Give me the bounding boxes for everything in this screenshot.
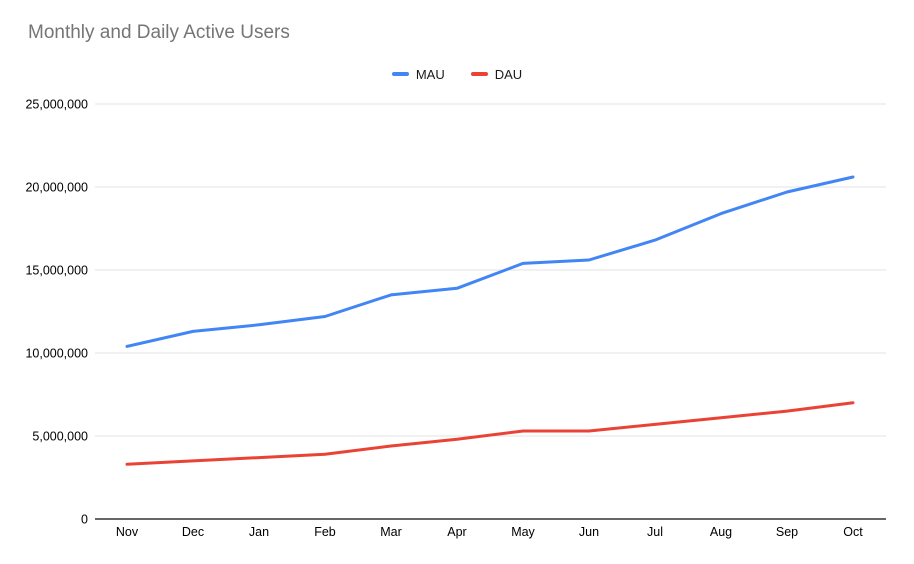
mau-series-line[interactable]: [125, 175, 855, 348]
legend: MAU DAU: [0, 65, 914, 83]
y-axis-tick-label: 0: [81, 513, 88, 527]
y-axis-tick-label: 10,000,000: [25, 347, 88, 361]
y-axis-tick-label: 5,000,000: [32, 430, 88, 444]
legend-item-dau[interactable]: DAU: [470, 66, 523, 82]
legend-label: DAU: [494, 66, 523, 82]
x-axis-tick-label: Dec: [182, 525, 204, 539]
x-axis-tick-label: May: [511, 525, 535, 539]
dau-series-line[interactable]: [125, 401, 855, 466]
chart-title: Monthly and Daily Active Users: [28, 22, 290, 43]
x-axis-tick-label: Oct: [843, 525, 863, 539]
y-axis-tick-label: 20,000,000: [25, 181, 88, 195]
x-axis-tick-label: Jun: [579, 525, 599, 539]
x-axis-tick-label: Jul: [647, 525, 663, 539]
y-axis-tick-label: 25,000,000: [25, 98, 88, 112]
legend-item-mau[interactable]: MAU: [391, 66, 445, 82]
x-axis-tick-label: Apr: [447, 525, 466, 539]
x-axis-tick-label: Feb: [314, 525, 336, 539]
x-axis-tick-label: Sep: [776, 525, 798, 539]
x-axis-tick-label: Nov: [116, 525, 139, 539]
x-axis-tick-label: Jan: [249, 525, 269, 539]
y-axis-tick-label: 15,000,000: [25, 264, 88, 278]
legend-swatch-dau: [470, 71, 488, 77]
legend-label: MAU: [415, 66, 445, 82]
x-axis-tick-label: Aug: [710, 525, 732, 539]
legend-swatch-mau: [391, 71, 409, 77]
x-axis-tick-label: Mar: [380, 525, 402, 539]
